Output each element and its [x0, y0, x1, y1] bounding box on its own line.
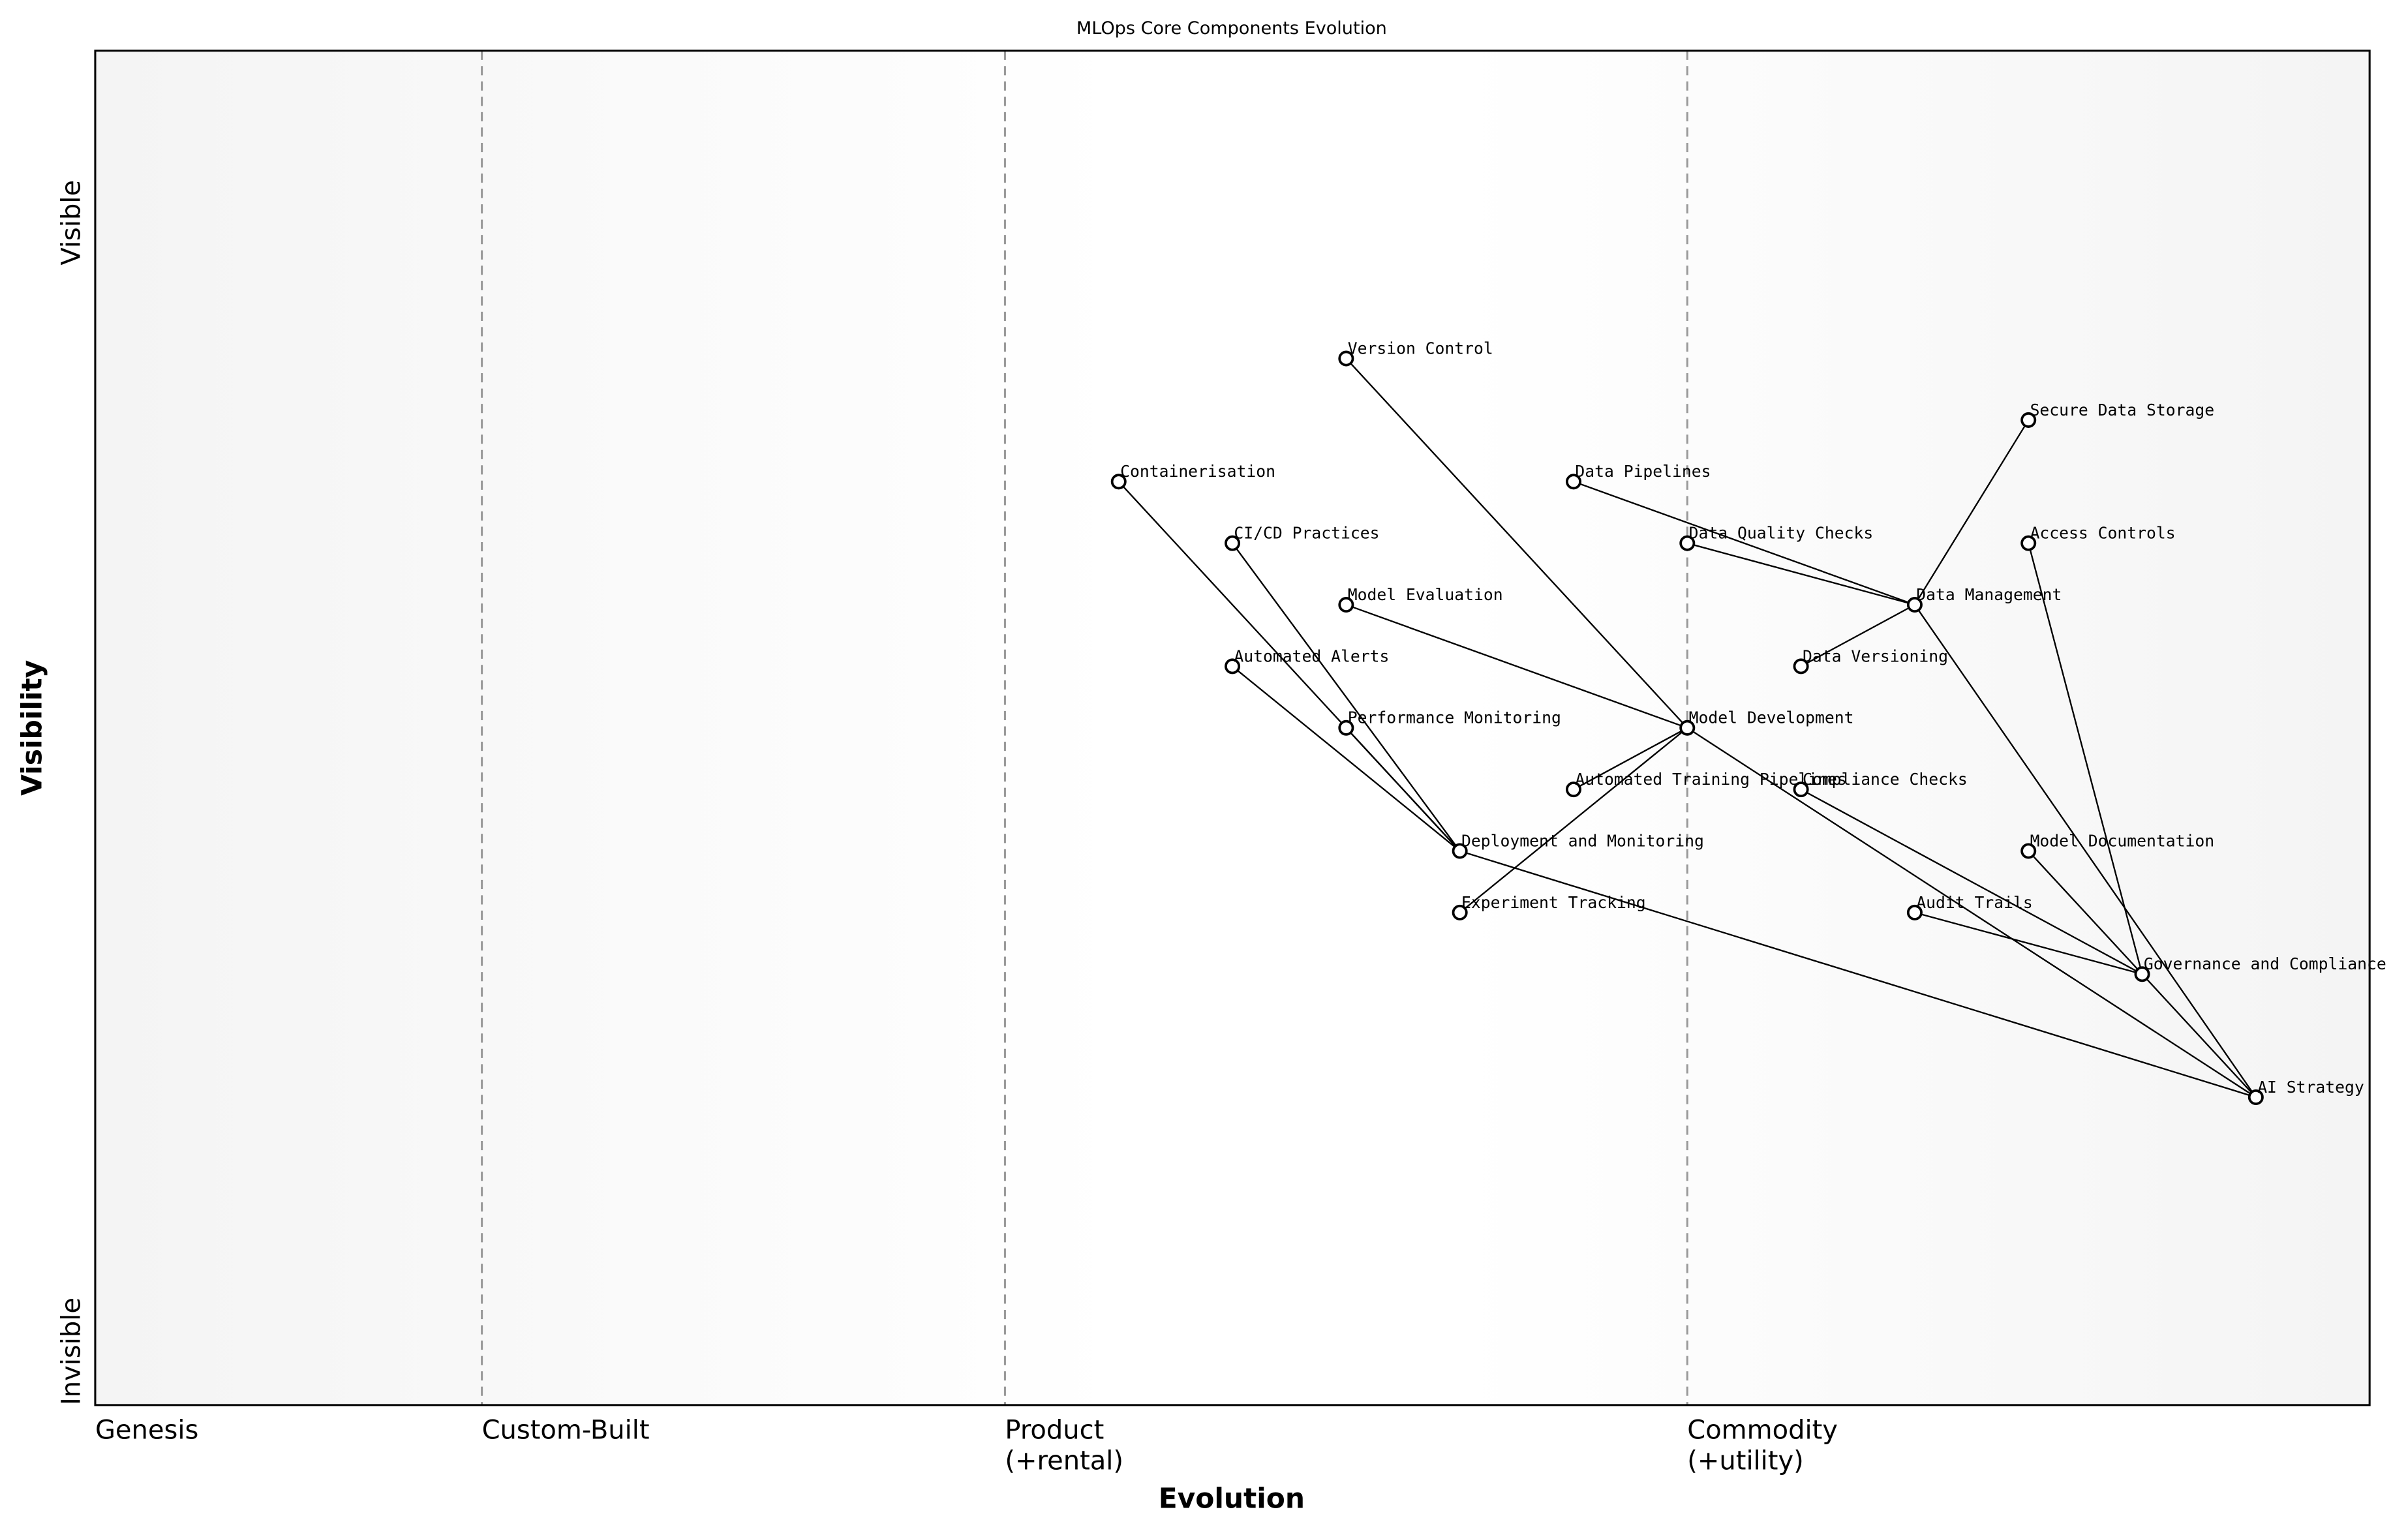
- dependency-edge: [1345, 357, 1688, 729]
- component-marker[interactable]: [2020, 412, 2037, 428]
- component-node[interactable]: AI Strategy: [2248, 1078, 2364, 1106]
- component-label: Data Versioning: [1803, 646, 1948, 665]
- component-label: Performance Monitoring: [1348, 708, 1561, 727]
- component-node[interactable]: CI/CD Practices: [1225, 524, 1380, 551]
- component-node[interactable]: Data Management: [1906, 585, 2062, 613]
- dependency-edge: [1801, 789, 2143, 975]
- component-marker[interactable]: [1565, 474, 1581, 490]
- component-label: Data Pipelines: [1575, 462, 1711, 481]
- dependency-edge: [1232, 542, 1461, 852]
- component-node[interactable]: Model Documentation: [2020, 831, 2215, 859]
- component-label: Version Control: [1348, 339, 1493, 358]
- component-marker[interactable]: [1793, 782, 1809, 798]
- stage-label: Genesis: [95, 1416, 198, 1446]
- component-marker[interactable]: [1906, 904, 1923, 920]
- component-node[interactable]: Deployment and Monitoring: [1452, 831, 1704, 859]
- plot-frame: [94, 50, 2371, 1406]
- component-label: Secure Data Storage: [2030, 401, 2215, 419]
- component-node[interactable]: Model Development: [1679, 708, 1854, 736]
- dependency-edge: [1573, 727, 1688, 791]
- component-label: Model Evaluation: [1348, 585, 1503, 604]
- dependency-edge: [1573, 481, 1915, 606]
- component-label: Governance and Compliance: [2144, 954, 2386, 973]
- component-label: AI Strategy: [2257, 1078, 2364, 1097]
- plot-background: [95, 50, 2370, 1405]
- component-label: Access Controls: [2030, 524, 2176, 543]
- component-node[interactable]: Access Controls: [2020, 524, 2176, 551]
- dependency-edge: [2028, 543, 2143, 975]
- component-node[interactable]: Model Evaluation: [1338, 585, 1503, 613]
- dependency-edge: [1686, 542, 1915, 606]
- component-marker[interactable]: [1338, 597, 1354, 613]
- component-marker[interactable]: [1338, 720, 1354, 736]
- stage-label-line: Genesis: [95, 1416, 198, 1446]
- component-label: Audit Trails: [1916, 893, 2032, 912]
- component-marker[interactable]: [2134, 966, 2150, 982]
- stage-label-line: Product: [1005, 1416, 1104, 1446]
- component-node[interactable]: Data Quality Checks: [1679, 524, 1874, 551]
- component-node[interactable]: Compliance Checks: [1793, 770, 1968, 798]
- component-marker[interactable]: [1110, 474, 1127, 490]
- y-bottom-label: Invisible: [56, 1298, 86, 1405]
- component-marker[interactable]: [1679, 535, 1696, 551]
- component-node[interactable]: Automated Alerts: [1225, 646, 1389, 675]
- dependency-edge: [1345, 727, 1461, 852]
- stage-label: Product (+rental): [1005, 1416, 1123, 1476]
- component-label: Automated Alerts: [1234, 646, 1389, 665]
- dependency-edge: [2141, 973, 2257, 1098]
- component-label: CI/CD Practices: [1234, 524, 1379, 543]
- component-marker[interactable]: [1225, 535, 1241, 551]
- component-marker[interactable]: [2020, 535, 2037, 551]
- component-marker[interactable]: [1906, 597, 1923, 613]
- component-node[interactable]: Data Pipelines: [1565, 462, 1711, 490]
- dependency-edge: [1232, 665, 1461, 852]
- dependency-edge: [1459, 850, 2257, 1099]
- stage-label-line: (+utility): [1687, 1446, 1803, 1476]
- component-node[interactable]: Secure Data Storage: [2020, 401, 2215, 428]
- component-marker[interactable]: [2248, 1089, 2264, 1106]
- component-label: Data Quality Checks: [1689, 524, 1874, 543]
- stage-label: Commodity (+utility): [1687, 1416, 1838, 1476]
- component-marker[interactable]: [1452, 843, 1468, 859]
- component-node[interactable]: Data Versioning: [1793, 646, 1948, 675]
- component-node[interactable]: Containerisation: [1110, 462, 1275, 490]
- stage-label: Custom-Built: [482, 1416, 650, 1446]
- component-node[interactable]: Performance Monitoring: [1338, 708, 1561, 736]
- dependency-edge: [1686, 727, 2257, 1099]
- dependency-edge: [2028, 850, 2143, 975]
- component-node[interactable]: Audit Trails: [1906, 893, 2033, 920]
- component-marker[interactable]: [2020, 843, 2037, 859]
- component-marker[interactable]: [1225, 658, 1241, 675]
- component-label: Model Development: [1689, 708, 1854, 727]
- component-label: Compliance Checks: [1803, 770, 1968, 789]
- dependency-edge: [1913, 419, 2030, 605]
- component-node[interactable]: Version Control: [1338, 339, 1493, 367]
- component-label: Deployment and Monitoring: [1461, 831, 1704, 850]
- component-label: Model Documentation: [2030, 831, 2215, 850]
- y-top-label: Visible: [56, 180, 86, 266]
- component-label: Experiment Tracking: [1461, 893, 1646, 912]
- dependency-edge: [1345, 603, 1688, 729]
- component-marker[interactable]: [1452, 904, 1468, 920]
- y-axis-label: Visibility: [16, 660, 48, 796]
- component-label: Containerisation: [1120, 462, 1275, 481]
- stage-label-line: (+rental): [1005, 1446, 1123, 1476]
- component-node[interactable]: Experiment Tracking: [1452, 893, 1646, 920]
- dependency-edge: [1801, 604, 1915, 667]
- dependency-edge: [1459, 727, 1688, 913]
- component-marker[interactable]: [1679, 720, 1696, 736]
- chart-title: MLOps Core Components Evolution: [1076, 18, 1387, 38]
- stage-label-line: Commodity: [1687, 1416, 1838, 1446]
- dependency-edge: [1914, 911, 2142, 975]
- component-marker[interactable]: [1565, 782, 1581, 798]
- component-label: Data Management: [1916, 585, 2062, 604]
- component-node[interactable]: Governance and Compliance: [2134, 954, 2386, 982]
- x-axis-label: Evolution: [1159, 1483, 1305, 1515]
- stage-label-line: Custom-Built: [482, 1416, 650, 1446]
- component-marker[interactable]: [1793, 658, 1809, 675]
- component-marker[interactable]: [1338, 350, 1354, 367]
- dependency-edge: [1913, 604, 2257, 1098]
